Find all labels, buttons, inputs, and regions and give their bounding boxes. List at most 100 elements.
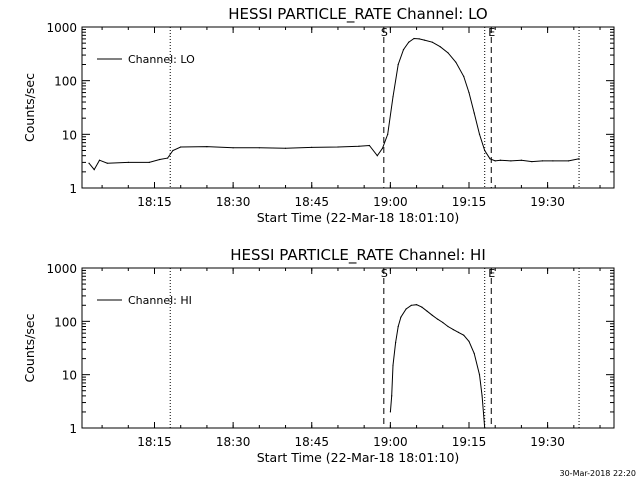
data-point bbox=[408, 41, 410, 43]
legend-entry: Channel: HI bbox=[128, 294, 192, 307]
plot-panel-lo: HESSI PARTICLE_RATE Channel: LO Start Tim… bbox=[22, 5, 615, 225]
x-tick-label: 18:30 bbox=[216, 435, 251, 449]
data-point bbox=[431, 41, 433, 43]
data-point bbox=[468, 92, 470, 94]
data-point bbox=[258, 147, 260, 149]
data-point bbox=[478, 374, 481, 376]
data-point bbox=[452, 329, 454, 331]
y-axis-label: Counts/sec bbox=[22, 73, 37, 142]
data-point bbox=[284, 147, 287, 149]
marker-label-e: E bbox=[488, 267, 495, 280]
data-point bbox=[410, 304, 412, 306]
footer-timestamp: 30-Mar-2018 22:20 bbox=[560, 469, 637, 478]
data-point bbox=[484, 149, 486, 152]
data-point bbox=[159, 158, 161, 161]
data-point bbox=[400, 316, 402, 318]
data-point bbox=[463, 75, 465, 77]
y-tick-label: 1 bbox=[69, 182, 77, 196]
x-tick-label: 19:00 bbox=[373, 195, 408, 209]
data-point bbox=[499, 159, 501, 161]
data-point bbox=[494, 160, 496, 162]
data-point bbox=[387, 133, 389, 135]
x-tick-label: 18:45 bbox=[294, 195, 329, 209]
data-point bbox=[457, 331, 460, 333]
x-tick-label: 19:00 bbox=[373, 435, 408, 449]
data-point bbox=[568, 160, 570, 162]
data-point bbox=[206, 146, 208, 148]
data-point bbox=[478, 133, 481, 135]
data-point bbox=[106, 162, 108, 164]
data-point bbox=[167, 157, 169, 159]
legend-entry: Channel: LO bbox=[128, 53, 195, 66]
x-tick-label: 19:15 bbox=[452, 195, 487, 209]
data-point bbox=[93, 169, 95, 171]
data-point bbox=[337, 146, 339, 148]
marker-label-s: S bbox=[381, 26, 388, 39]
data-point bbox=[463, 334, 465, 336]
data-point bbox=[578, 158, 580, 160]
data-point bbox=[541, 160, 544, 162]
marker-label-s: S bbox=[381, 267, 388, 280]
y-tick-label: 10 bbox=[62, 128, 77, 142]
x-tick-label: 18:15 bbox=[137, 435, 172, 449]
data-point bbox=[368, 144, 370, 147]
data-point bbox=[436, 318, 439, 320]
data-point bbox=[127, 161, 129, 163]
data-point bbox=[531, 161, 533, 163]
data-point bbox=[481, 395, 483, 397]
data-point bbox=[358, 145, 360, 147]
data-point bbox=[311, 146, 313, 148]
data-series-line bbox=[389, 304, 486, 429]
data-point bbox=[473, 352, 475, 354]
x-tick-label: 19:30 bbox=[530, 435, 565, 449]
plot-frame bbox=[81, 26, 615, 189]
data-point bbox=[510, 160, 512, 162]
data-point bbox=[98, 159, 101, 161]
data-point bbox=[423, 39, 425, 41]
data-point bbox=[376, 155, 378, 157]
data-point bbox=[455, 61, 457, 63]
x-tick-label: 18:45 bbox=[294, 435, 329, 449]
data-point bbox=[447, 52, 449, 54]
x-tick-label: 18:30 bbox=[216, 195, 251, 209]
y-tick-label: 1000 bbox=[46, 262, 77, 276]
data-point bbox=[180, 146, 182, 148]
data-point bbox=[397, 325, 399, 328]
data-point bbox=[442, 321, 444, 324]
y-tick-label: 100 bbox=[54, 315, 77, 329]
x-axis-label: Start Time (22-Mar-18 18:01:10) bbox=[257, 450, 460, 465]
plot-frame bbox=[81, 267, 615, 429]
data-point bbox=[148, 161, 150, 163]
y-tick-label: 1000 bbox=[46, 21, 77, 35]
y-axis-label: Counts/sec bbox=[22, 313, 37, 382]
data-point bbox=[88, 162, 90, 164]
data-point bbox=[392, 96, 394, 98]
data-point bbox=[392, 364, 394, 366]
data-point bbox=[520, 159, 523, 161]
data-point bbox=[416, 304, 418, 306]
chart-title: HESSI PARTICLE_RATE Channel: LO bbox=[228, 5, 487, 24]
data-point bbox=[381, 147, 384, 149]
chart-title: HESSI PARTICLE_RATE Channel: HI bbox=[230, 246, 486, 265]
data-point bbox=[413, 37, 415, 40]
plot-panel-hi: HESSI PARTICLE_RATE Channel: HI Start Tim… bbox=[22, 246, 615, 465]
data-point bbox=[426, 310, 428, 312]
y-tick-label: 10 bbox=[62, 369, 77, 383]
marker-label-e: E bbox=[488, 26, 495, 39]
y-tick-label: 100 bbox=[54, 75, 77, 89]
data-point bbox=[397, 63, 399, 66]
x-tick-label: 19:15 bbox=[452, 435, 487, 449]
data-point bbox=[468, 340, 470, 342]
x-axis-label: Start Time (22-Mar-18 18:01:10) bbox=[257, 210, 460, 225]
data-point bbox=[484, 427, 486, 429]
data-point bbox=[232, 147, 234, 149]
data-point bbox=[402, 49, 405, 51]
data-point bbox=[489, 158, 491, 160]
data-point bbox=[431, 314, 433, 316]
data-point bbox=[439, 46, 441, 48]
data-point bbox=[421, 306, 423, 308]
x-tick-label: 18:15 bbox=[137, 195, 172, 209]
data-point bbox=[395, 342, 397, 344]
x-tick-label: 19:30 bbox=[530, 195, 565, 209]
